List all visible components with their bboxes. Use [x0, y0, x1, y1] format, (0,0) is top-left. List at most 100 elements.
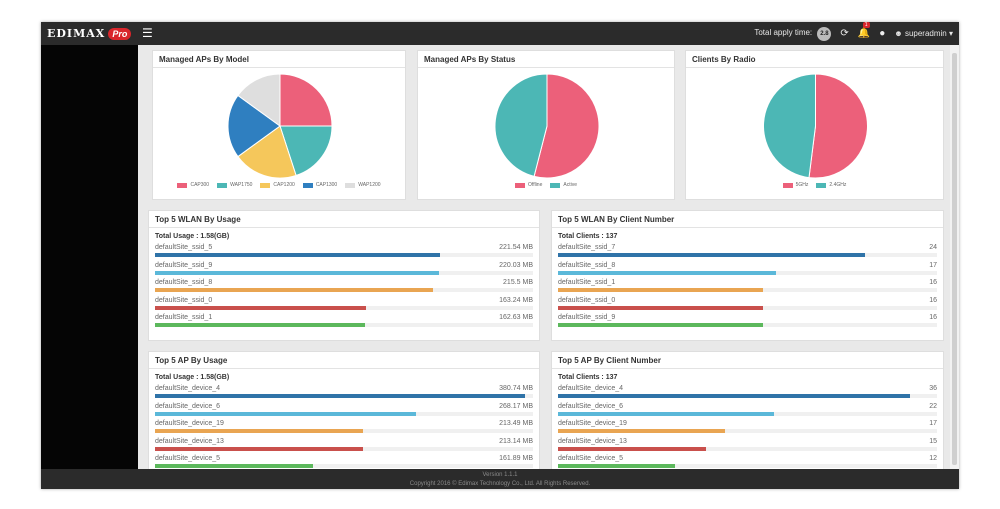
bar-label: defaultSite_ssid_9 — [558, 314, 616, 321]
pie-slice-2-4ghz[interactable] — [763, 73, 816, 179]
legend-item[interactable]: Offline — [515, 182, 542, 188]
panel-title: Managed APs By Status — [418, 51, 674, 68]
bar-row: defaultSite_device_4 36 — [558, 384, 937, 402]
bar-row: defaultSite_device_5 12 — [558, 454, 937, 469]
legend-swatch — [217, 182, 228, 188]
bar-fill — [558, 270, 776, 275]
bar-track — [558, 305, 937, 310]
legend-label: Offline — [528, 182, 543, 188]
bar-track — [558, 411, 937, 416]
pie-slice-wap1750[interactable] — [279, 125, 333, 177]
legend-label: 5GHz — [795, 182, 809, 188]
bar-fill — [155, 288, 433, 292]
notification-count-badge: 1 — [862, 22, 870, 28]
bar-value: 380.74 MB — [499, 385, 533, 392]
legend-label: WAP1200 — [358, 182, 381, 188]
pie-legend: 5GHz 2.4GHz — [686, 182, 943, 188]
globe-icon[interactable]: ● — [879, 28, 886, 39]
legend-item[interactable]: WAP1200 — [345, 182, 381, 188]
total-clients: Total Clients : 137 — [558, 374, 618, 381]
refresh-icon[interactable]: ⟳ — [840, 28, 849, 39]
bar-label: defaultSite_device_6 — [558, 402, 623, 410]
bar-fill — [558, 429, 725, 433]
legend-item[interactable]: CAP300 — [177, 182, 209, 188]
pie-slice-wap1200[interactable] — [237, 73, 281, 127]
managed-aps-by-model-panel: Managed APs By Model CAP300 WAP1750 CAP120… — [152, 50, 406, 200]
bar-track — [558, 429, 937, 433]
bell-icon[interactable]: 🔔 1 — [857, 22, 871, 39]
bar-value: 22 — [929, 402, 937, 410]
bar-fill — [558, 305, 763, 310]
apply-time-badge: 2.8 — [817, 26, 832, 41]
logo-pro-badge: Pro — [108, 27, 132, 40]
legend-swatch — [550, 182, 561, 188]
bar-label: defaultSite_ssid_8 — [155, 279, 213, 286]
bar-row: defaultSite_device_13 213.14 MB — [155, 437, 533, 455]
pie-slice-active[interactable] — [494, 73, 548, 177]
bar-row: defaultSite_ssid_0 163.24 MB — [155, 296, 533, 314]
legend-item[interactable]: 2.4GHz — [816, 182, 846, 188]
legend-item[interactable]: Active — [550, 182, 577, 188]
bar-track — [155, 394, 533, 398]
bar-fill — [155, 394, 526, 398]
bar-value: 215.5 MB — [503, 279, 533, 286]
bar-row: defaultSite_device_6 22 — [558, 402, 937, 420]
app-window: EDIMAX Pro ☰ Total apply time: 2.8 ⟳ 🔔 1 … — [41, 22, 959, 489]
bar-track — [155, 253, 533, 257]
legend-label: WAP1750 — [230, 182, 253, 188]
hamburger-menu-icon[interactable]: ☰ — [142, 26, 153, 40]
bar-track — [155, 288, 533, 292]
bar-value: 220.03 MB — [499, 261, 533, 269]
bar-track — [155, 464, 533, 468]
scrollbar-thumb[interactable] — [952, 53, 957, 465]
bar-track — [155, 323, 533, 327]
legend-item[interactable]: 5GHz — [782, 182, 809, 188]
legend-item[interactable]: WAP1750 — [217, 182, 252, 188]
edimax-pro-logo[interactable]: EDIMAX Pro — [47, 26, 132, 41]
bar-label: defaultSite_device_4 — [558, 385, 623, 392]
bar-label: defaultSite_device_5 — [155, 455, 220, 462]
managed-aps-by-model-pie — [227, 73, 333, 179]
legend-swatch — [782, 182, 793, 188]
bar-row: defaultSite_device_19 213.49 MB — [155, 419, 533, 437]
bar-fill — [155, 270, 439, 275]
legend-label: CAP300 — [190, 182, 210, 188]
bar-row: defaultSite_device_6 268.17 MB — [155, 402, 533, 420]
panel-title: Top 5 WLAN By Usage — [149, 211, 539, 228]
bar-label: defaultSite_ssid_8 — [558, 261, 616, 269]
footer-version: Version 1.1.1 — [482, 472, 518, 478]
total-usage: Total Usage : 1.58(GB) — [155, 233, 230, 240]
legend-swatch — [816, 182, 827, 188]
legend-item[interactable]: CAP1200 — [260, 182, 295, 188]
bar-label: defaultSite_ssid_0 — [558, 296, 616, 304]
legend-swatch — [177, 182, 188, 188]
bar-track — [558, 323, 937, 327]
bar-list: Total Usage : 1.58(GB) defaultSite_devic… — [149, 369, 539, 469]
bar-row: defaultSite_ssid_1 16 — [558, 278, 937, 296]
bar-label: defaultSite_device_5 — [558, 455, 623, 462]
caret-down-icon: ▾ — [948, 29, 953, 38]
bar-value: 36 — [929, 385, 937, 392]
bar-row: defaultSite_device_4 380.74 MB — [155, 384, 533, 402]
pie-slice-5ghz[interactable] — [808, 73, 868, 179]
legend-item[interactable]: CAP1300 — [302, 182, 337, 188]
bar-row: defaultSite_ssid_9 16 — [558, 313, 937, 331]
bar-track — [155, 446, 533, 451]
pie-slice-cap300[interactable] — [279, 73, 333, 127]
bar-value: 16 — [929, 296, 937, 304]
bar-fill — [155, 411, 416, 416]
pie-legend: Offline Active — [418, 182, 674, 188]
top-5-wlan-by-client-number-panel: Top 5 WLAN By Client Number Total Client… — [551, 210, 944, 341]
pie-slice-offline[interactable] — [533, 73, 600, 179]
vertical-scrollbar[interactable] — [950, 45, 959, 469]
bar-list: Total Usage : 1.58(GB) defaultSite_ssid_… — [149, 228, 539, 331]
legend-label: Active — [563, 182, 577, 188]
legend-swatch — [515, 182, 525, 188]
user-name: superadmin — [904, 29, 947, 38]
pie-slice-cap1300[interactable] — [227, 94, 281, 158]
pie-slice-cap1200[interactable] — [237, 125, 297, 179]
bar-row: defaultSite_device_13 15 — [558, 437, 937, 455]
bar-track — [558, 446, 937, 451]
apply-time-label: Total apply time: — [754, 27, 813, 37]
user-menu[interactable]: ☻ superadmin ▾ — [894, 29, 953, 38]
